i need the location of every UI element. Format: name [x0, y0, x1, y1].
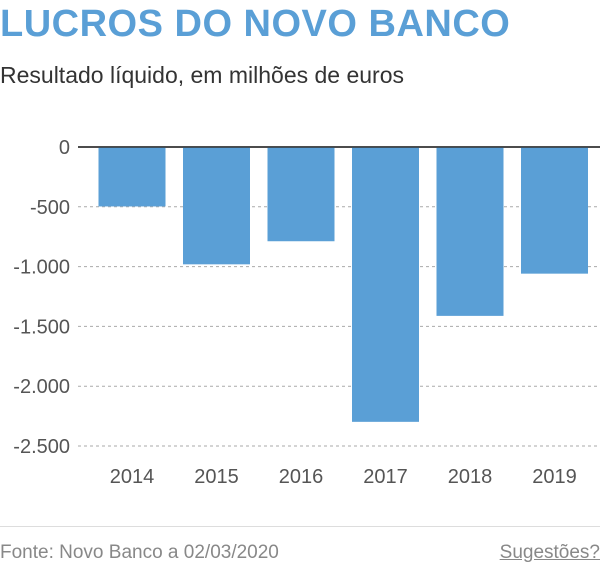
- x-tick-label: 2018: [448, 466, 493, 488]
- y-tick-label: -500: [30, 197, 70, 219]
- x-tick-label: 2016: [279, 466, 324, 488]
- x-tick-label: 2014: [110, 466, 155, 488]
- bar-2015: [183, 147, 250, 265]
- footer-divider: [0, 526, 600, 527]
- source-note: Fonte: Novo Banco a 02/03/2020: [0, 542, 279, 563]
- chart-title: LUCROS DO NOVO BANCO: [0, 3, 511, 45]
- bar-2018: [436, 147, 504, 316]
- y-tick-label: -2.000: [13, 376, 70, 398]
- y-tick-label: -1.000: [13, 257, 70, 279]
- bar-2014: [98, 147, 166, 207]
- bar-2017: [352, 147, 419, 422]
- bars: [78, 146, 600, 422]
- chart-subtitle: Resultado líquido, em milhões de euros: [0, 62, 405, 88]
- bar-2016: [267, 147, 335, 242]
- x-tick-label: 2015: [194, 466, 239, 488]
- y-tick-label: -1.500: [13, 316, 70, 338]
- y-tick-label: 0: [59, 137, 70, 159]
- suggestions-link[interactable]: Sugestões?: [499, 542, 600, 563]
- x-axis-ticks: 2014 2015 2016 2017 2018 2019: [110, 466, 577, 488]
- bar-chart: 0-500-1.000-1.500-2.000-2.500 2014 2015 20…: [13, 137, 600, 488]
- x-tick-label: 2019: [532, 466, 577, 488]
- bar-2019: [521, 147, 588, 274]
- x-tick-label: 2017: [363, 466, 408, 488]
- y-axis-ticks: 0 -500 -1.000 -1.500 -2.000 -2.500: [13, 137, 70, 458]
- y-tick-label: -2.500: [13, 436, 70, 458]
